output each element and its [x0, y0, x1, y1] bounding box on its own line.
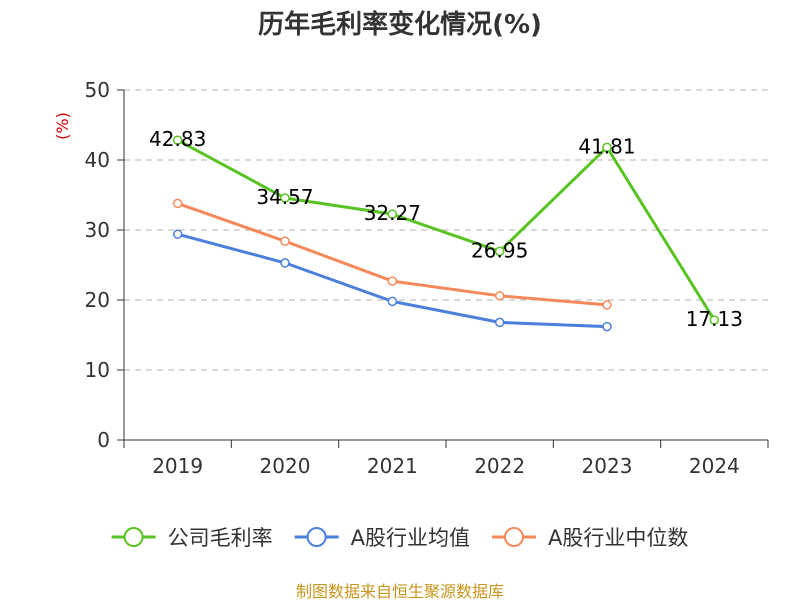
data-label: 42.83 [149, 127, 206, 151]
data-label: 32.27 [364, 201, 421, 225]
y-tick-label: 40 [85, 148, 110, 172]
data-point [602, 321, 612, 332]
legend-label: A股行业中位数 [548, 526, 688, 550]
legend-swatch-marker [306, 527, 327, 547]
data-point [602, 300, 612, 310]
data-point [280, 258, 290, 268]
data-point [387, 209, 398, 219]
data-label: 41.81 [578, 134, 635, 158]
data-point [172, 198, 183, 209]
data-point [172, 135, 183, 145]
axes: 0 10 20 30 40 50 2019 2020 2021 2022 2023 2024 [85, 78, 769, 478]
x-tick-label: 2024 [689, 454, 740, 478]
data-label: 17.13 [686, 307, 743, 331]
y-tick-label: 20 [85, 288, 110, 312]
data-point [280, 236, 290, 246]
data-point [494, 317, 505, 328]
y-tick-label: 30 [85, 218, 110, 242]
y-tick-label: 10 [85, 358, 110, 382]
x-tick-label: 2020 [260, 454, 311, 478]
gridlines [124, 89, 768, 371]
legend-swatch-marker [504, 527, 524, 547]
source-note: 制图数据来自恒生聚源数据库 [296, 582, 504, 600]
legend: 公司毛利率 A股行业均值 A股行业中位数 [111, 526, 688, 550]
series-line [176, 138, 716, 322]
legend-swatch-marker [123, 527, 144, 547]
legend-label: 公司毛利率 [168, 526, 273, 550]
data-label: 26.95 [471, 238, 528, 262]
y-tick-label: 0 [97, 428, 110, 452]
x-tick-label: 2021 [367, 454, 418, 478]
data-point [172, 229, 183, 239]
data-point [280, 193, 290, 203]
data-labels: 42.83 34.57 32.27 26.95 41.81 17.13 [149, 127, 743, 331]
legend-item: A股行业均值 [294, 526, 470, 550]
data-point [494, 246, 505, 257]
data-point [709, 315, 720, 325]
x-tick-label: 2019 [152, 454, 203, 478]
data-point [387, 276, 398, 286]
y-axis-unit-label: (%) [53, 112, 72, 140]
legend-item: A股行业中位数 [492, 526, 688, 550]
data-label: 34.57 [256, 185, 313, 209]
legend-item: 公司毛利率 [111, 526, 273, 550]
x-tick-label: 2023 [582, 454, 633, 478]
legend-label: A股行业均值 [351, 526, 470, 550]
data-point [602, 142, 612, 153]
data-point [387, 296, 398, 307]
chart-title: 历年毛利率变化情况(%) [258, 9, 542, 40]
series-lines [172, 135, 720, 332]
y-tick-label: 50 [85, 78, 110, 102]
x-tick-label: 2022 [474, 454, 525, 478]
data-point [494, 291, 505, 301]
